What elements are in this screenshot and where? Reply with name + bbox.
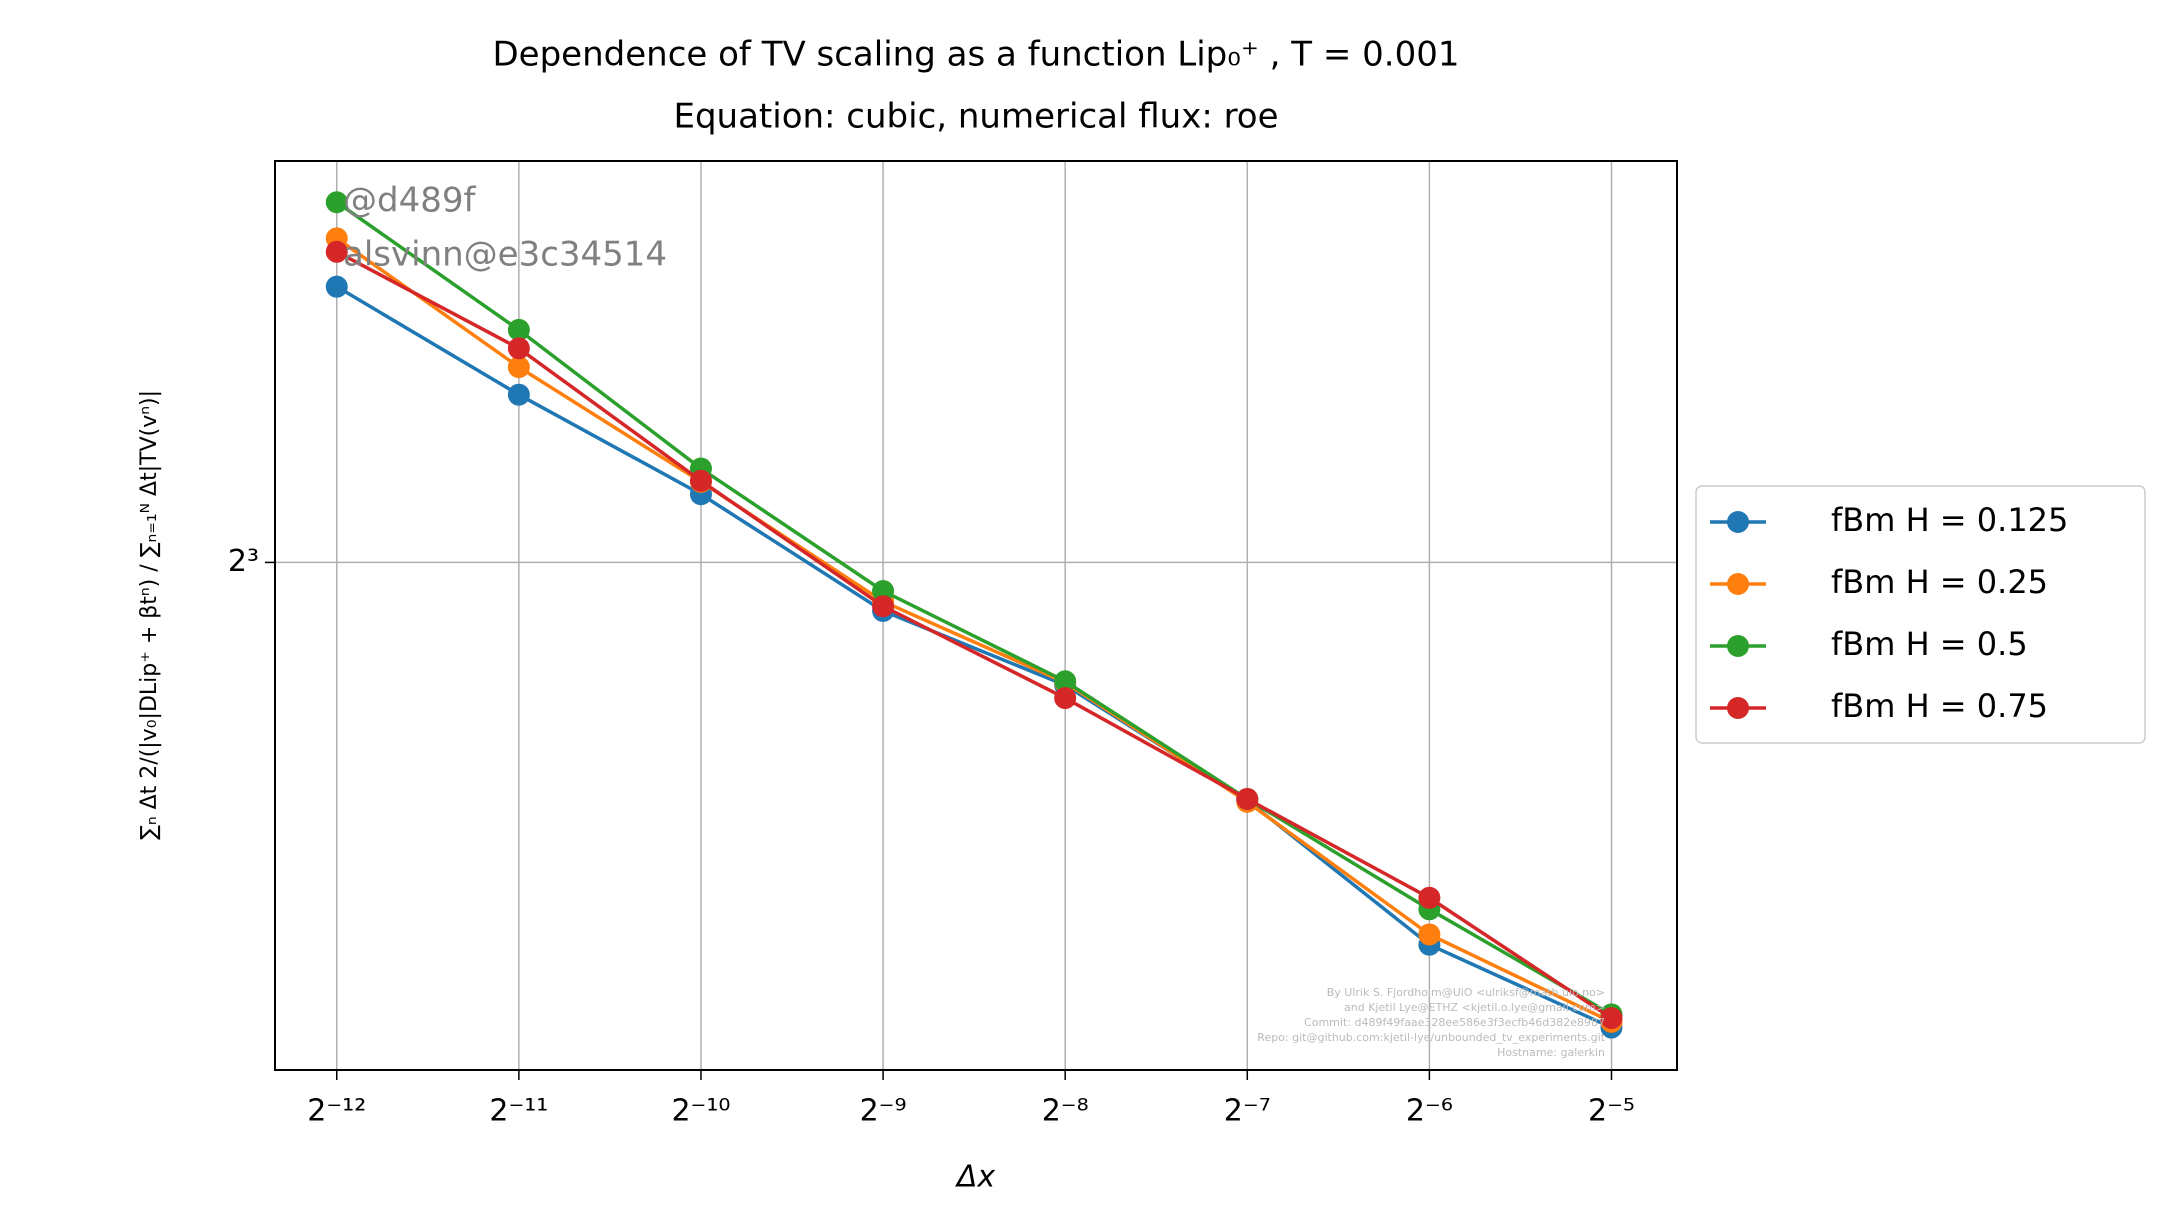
data-point xyxy=(872,579,895,602)
series-line xyxy=(335,236,1613,1024)
x-tick-label: 2⁻⁸ xyxy=(1042,1094,1089,1129)
legend-label: fBm H = 0.5 xyxy=(1831,625,2028,663)
x-tick-label: 2⁻¹¹ xyxy=(489,1094,548,1129)
data-point xyxy=(1418,886,1441,909)
data-point xyxy=(325,191,348,214)
x-tick-label: 2⁻⁶ xyxy=(1406,1094,1453,1129)
legend-marker xyxy=(1727,573,1749,595)
series-line xyxy=(335,285,1613,1030)
plot-frame xyxy=(274,160,1678,1071)
data-point xyxy=(1054,670,1077,693)
data-point xyxy=(1418,923,1441,946)
legend-box xyxy=(1695,485,2146,744)
x-tick-label: 2⁻¹² xyxy=(307,1094,366,1129)
legend-marker xyxy=(1727,697,1749,719)
data-point xyxy=(507,318,530,341)
legend-label: fBm H = 0.125 xyxy=(1831,501,2068,539)
y-axis-label: ∑ₙ Δt 2/(|v₀|DLip⁺ + βtⁿ) / ∑ₙ₌₁ᴺ Δt|TV(… xyxy=(137,390,162,840)
annotation: alsvinn@e3c34514 xyxy=(343,235,667,275)
annotation: @d489f xyxy=(343,181,476,221)
data-point xyxy=(689,469,712,492)
data-point xyxy=(325,275,348,298)
data-point xyxy=(872,595,895,618)
legend-label: fBm H = 0.25 xyxy=(1831,563,2048,601)
series-line xyxy=(335,200,1613,1016)
data-point xyxy=(507,337,530,360)
data-point xyxy=(1236,787,1259,810)
x-tick-label: 2⁻⁵ xyxy=(1588,1094,1635,1129)
series-line xyxy=(335,250,1613,1020)
data-point xyxy=(507,383,530,406)
y-tick-label: 2³ xyxy=(228,544,259,579)
footer-note: Repo: git@github.com:kjetil-lye/unbounde… xyxy=(1257,1031,1605,1044)
chart-subtitle: Equation: cubic, numerical flux: roe xyxy=(673,97,1278,137)
footer-note: By Ulrik S. Fjordholm@UiO <ulriksf@math.… xyxy=(1327,986,1605,999)
legend-marker xyxy=(1727,635,1749,657)
data-point xyxy=(1054,687,1077,710)
data-point xyxy=(507,356,530,379)
x-tick-label: 2⁻¹⁰ xyxy=(671,1094,730,1129)
legend-label: fBm H = 0.75 xyxy=(1831,687,2048,725)
chart-title: Dependence of TV scaling as a function L… xyxy=(493,35,1460,75)
x-tick-label: 2⁻⁷ xyxy=(1224,1094,1271,1129)
x-axis-label: Δx xyxy=(955,1160,996,1195)
x-tick-label: 2⁻⁹ xyxy=(860,1094,907,1129)
footer-note: and Kjetil Lye@ETHZ <kjetil.o.lye@gmail.… xyxy=(1344,1001,1605,1014)
data-point xyxy=(1600,1007,1623,1030)
footer-note: Hostname: galerkin xyxy=(1497,1046,1605,1059)
footer-note: Commit: d489f49faae328ee586e3f3ecfb46d38… xyxy=(1304,1016,1605,1029)
legend-marker xyxy=(1727,511,1749,533)
data-point xyxy=(325,240,348,263)
